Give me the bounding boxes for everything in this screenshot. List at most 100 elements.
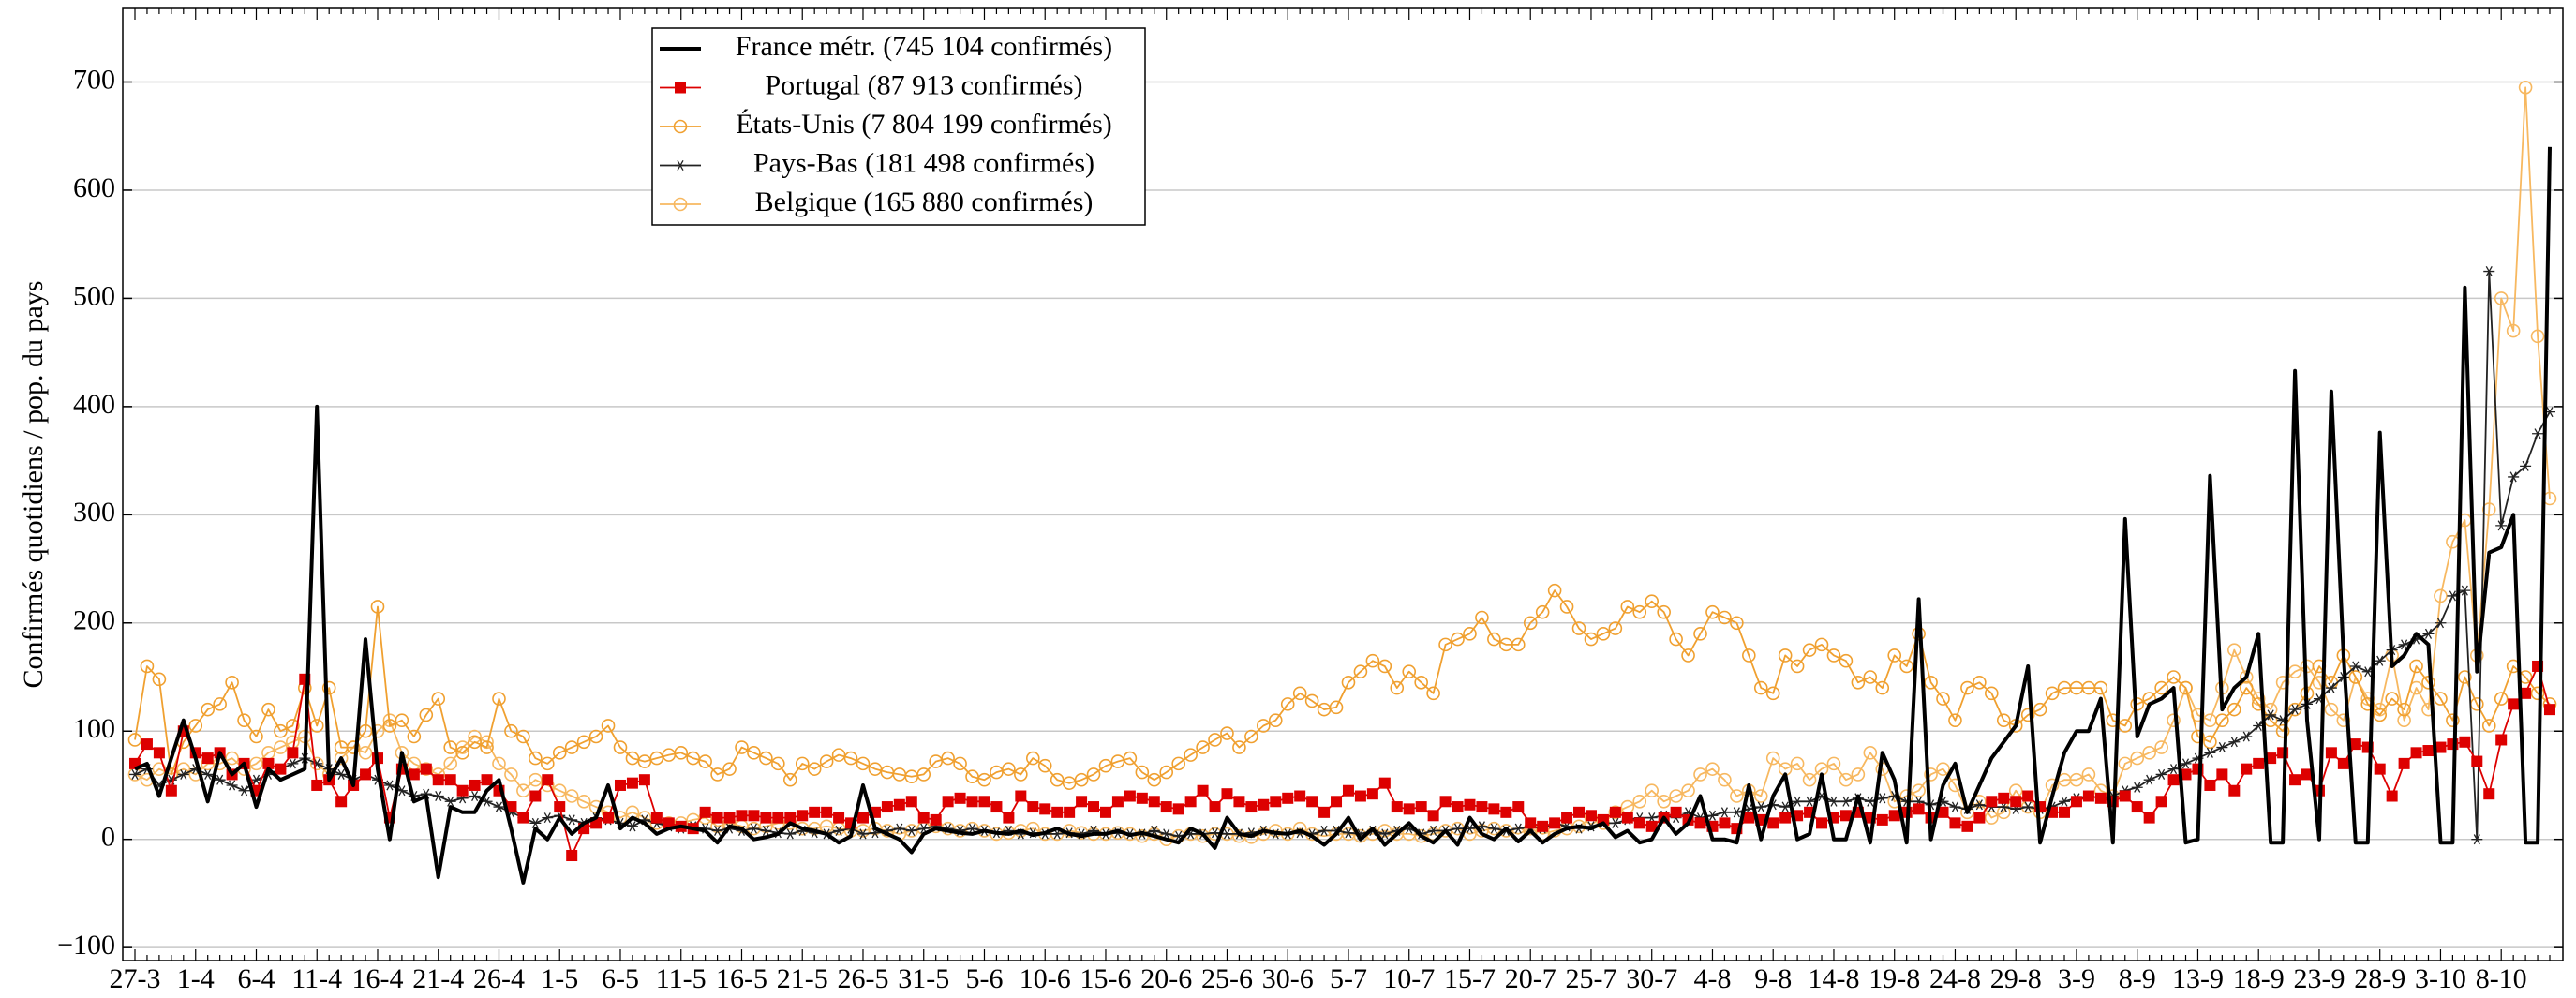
data-marker — [2386, 790, 2398, 802]
data-marker — [1037, 758, 1052, 773]
data-marker — [1391, 801, 1403, 813]
data-marker — [1596, 627, 1611, 641]
data-marker — [1571, 621, 1586, 635]
data-marker — [626, 777, 638, 789]
x-tick-label: 20-6 — [1140, 963, 1192, 994]
data-marker — [2398, 757, 2410, 769]
data-marker — [1706, 810, 1719, 821]
data-marker — [2119, 790, 2131, 802]
data-marker — [2180, 758, 2192, 769]
data-marker — [1511, 637, 1526, 652]
data-marker — [2530, 686, 2545, 701]
data-marker — [868, 762, 883, 776]
data-marker — [1949, 817, 1961, 829]
data-marker — [699, 806, 711, 818]
data-marker — [843, 751, 858, 766]
data-marker — [1875, 680, 1890, 695]
data-marker — [2483, 788, 2495, 800]
data-marker — [1608, 805, 1623, 820]
data-marker — [1839, 653, 1854, 668]
data-marker — [1086, 767, 1101, 782]
data-marker — [965, 769, 979, 784]
data-marker — [2070, 796, 2082, 808]
data-marker — [432, 774, 444, 786]
data-marker — [2495, 520, 2508, 531]
x-tick-label: 16-5 — [716, 963, 767, 994]
data-marker — [1705, 604, 1720, 619]
data-marker — [2374, 655, 2386, 666]
data-marker — [1888, 810, 1900, 822]
data-marker — [2530, 329, 2545, 344]
data-marker — [2483, 266, 2495, 277]
data-marker — [637, 754, 652, 768]
data-marker — [2422, 745, 2435, 757]
data-marker — [2010, 796, 2022, 808]
x-tick-label: 21-4 — [412, 963, 464, 994]
data-marker — [698, 754, 712, 768]
data-marker — [542, 774, 554, 786]
data-marker — [516, 729, 530, 744]
data-marker — [2081, 767, 2096, 782]
data-marker — [881, 801, 893, 813]
data-marker — [916, 767, 931, 782]
data-marker — [1816, 817, 1828, 829]
data-marker — [1002, 762, 1016, 776]
data-marker — [771, 756, 785, 771]
data-marker — [564, 789, 579, 803]
data-marker — [225, 751, 239, 766]
data-marker — [2228, 737, 2241, 748]
data-marker — [129, 768, 141, 780]
data-marker — [1826, 756, 1841, 771]
data-marker — [261, 702, 275, 717]
data-marker — [2203, 735, 2217, 750]
y-tick-label: −100 — [57, 930, 115, 961]
data-marker — [1826, 648, 1841, 663]
data-marker — [127, 733, 142, 747]
data-marker — [1377, 659, 1392, 674]
data-marker — [2506, 323, 2521, 338]
data-marker — [1876, 793, 1888, 804]
x-tick-label: 8-9 — [2119, 963, 2156, 994]
data-marker — [772, 812, 784, 824]
data-marker — [1331, 796, 1343, 808]
x-tick-label: 5-7 — [1330, 963, 1367, 994]
data-marker — [481, 796, 493, 807]
data-marker — [1233, 796, 1245, 808]
data-marker — [469, 790, 481, 802]
data-marker — [214, 774, 226, 785]
x-tick-label: 27-3 — [110, 963, 161, 994]
data-marker — [675, 82, 686, 94]
data-marker — [1839, 810, 1852, 822]
data-marker — [1851, 675, 1866, 690]
data-marker — [443, 740, 457, 754]
x-tick-label: 31-5 — [898, 963, 949, 994]
data-marker — [408, 768, 420, 781]
data-marker — [1475, 610, 1489, 625]
data-marker — [1512, 823, 1525, 834]
data-marker — [177, 768, 189, 780]
data-marker — [1426, 686, 1440, 701]
data-marker — [2422, 628, 2435, 639]
data-marker — [2143, 774, 2155, 785]
data-marker — [1960, 680, 1974, 695]
data-marker — [492, 756, 506, 771]
data-marker — [1778, 648, 1793, 663]
data-marker — [455, 746, 469, 760]
data-marker — [1294, 790, 1306, 802]
data-marker — [941, 751, 955, 766]
data-marker — [929, 754, 943, 768]
data-marker — [1645, 783, 1660, 798]
data-marker — [663, 817, 675, 829]
data-marker — [419, 708, 434, 722]
data-marker — [141, 738, 153, 751]
data-marker — [2287, 702, 2302, 717]
data-marker — [1512, 801, 1525, 813]
data-marker — [1292, 821, 1307, 836]
data-marker — [1318, 825, 1331, 836]
legend-label: France métr. (745 104 confirmés) — [736, 31, 1112, 62]
data-marker — [1258, 798, 1270, 811]
data-marker — [1427, 825, 1439, 836]
data-marker — [2059, 806, 2071, 818]
data-marker — [856, 756, 871, 771]
data-marker — [760, 825, 772, 836]
